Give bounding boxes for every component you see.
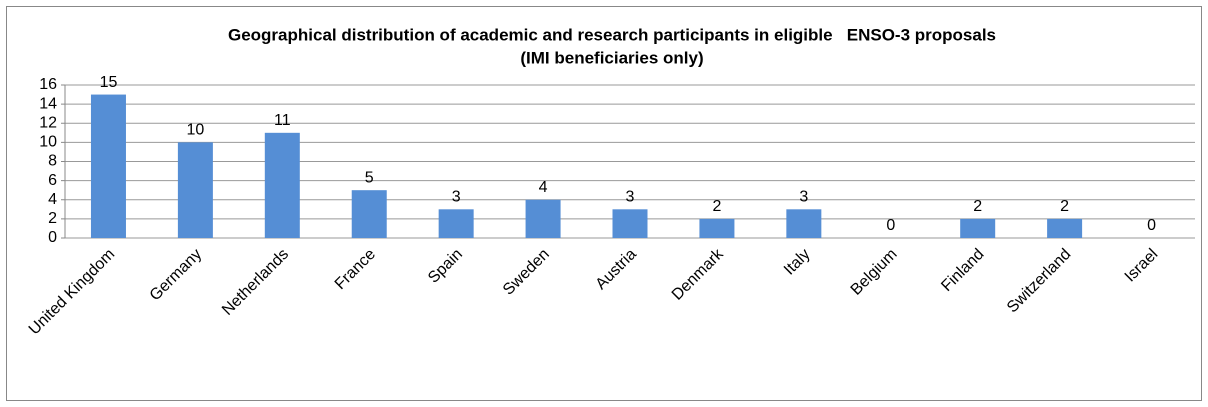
- y-tick-label: 4: [48, 191, 57, 208]
- data-label: 4: [539, 179, 548, 196]
- y-tick-label: 2: [48, 210, 57, 227]
- data-label: 15: [100, 74, 118, 91]
- data-label: 3: [452, 189, 461, 206]
- bar: [177, 142, 213, 238]
- bar: [786, 209, 822, 238]
- data-label: 3: [626, 189, 635, 206]
- bar: [438, 209, 474, 238]
- bar: [525, 199, 561, 238]
- y-tick-label: 14: [39, 95, 57, 112]
- chart-title: Geographical distribution of academic an…: [228, 25, 996, 44]
- chart-subtitle: (IMI beneficiaries only): [520, 48, 703, 67]
- bar: [699, 218, 735, 238]
- bar: [1047, 218, 1083, 238]
- data-label: 0: [886, 217, 895, 234]
- data-label: 2: [973, 198, 982, 215]
- data-label: 3: [799, 189, 808, 206]
- bar: [351, 190, 387, 238]
- y-tick-label: 16: [39, 76, 57, 93]
- bar: [612, 209, 648, 238]
- y-tick-label: 8: [48, 153, 57, 170]
- data-label: 2: [1060, 198, 1069, 215]
- y-tick-label: 6: [48, 172, 57, 189]
- data-label: 0: [1147, 217, 1156, 234]
- bar: [264, 132, 300, 238]
- data-label: 5: [365, 169, 374, 186]
- y-tick-label: 10: [39, 134, 57, 151]
- y-tick-label: 12: [39, 114, 57, 131]
- data-label: 2: [712, 198, 721, 215]
- bar: [960, 218, 996, 238]
- data-label: 10: [186, 122, 204, 139]
- data-label: 11: [274, 112, 291, 129]
- y-tick-label: 0: [48, 229, 57, 246]
- bar: [90, 94, 126, 238]
